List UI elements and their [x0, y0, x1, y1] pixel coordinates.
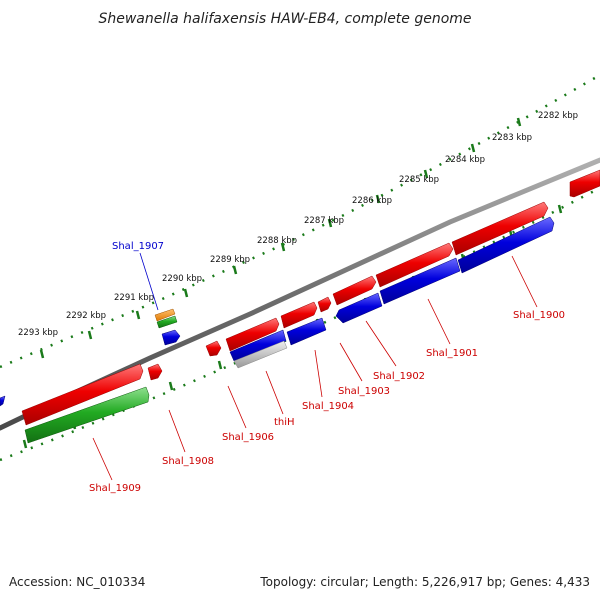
ruler-label-2288: 2288 kbp: [257, 236, 297, 246]
gene-shal-1906b-fwd[interactable]: [205, 340, 222, 357]
gene-small-rev[interactable]: [0, 395, 6, 407]
gene-shal-1900-rev[interactable]: [457, 216, 555, 274]
ruler-label-2292: 2292 kbp: [66, 311, 106, 321]
gene-thih-fwd[interactable]: [280, 301, 318, 329]
accession-text: Accession: NC_010334: [9, 575, 145, 589]
label-shal-1908[interactable]: Shal_1908: [162, 456, 214, 467]
gene-shal-1906-fwd[interactable]: [225, 317, 280, 352]
gene-shal-1903-fwd[interactable]: [332, 275, 377, 306]
leader-shal-1900: [511, 255, 538, 308]
gene-shal-1903-rev[interactable]: [335, 292, 383, 324]
leader-lines: [92, 252, 538, 481]
label-shal-1903[interactable]: Shal_1903: [338, 386, 390, 397]
gene-labels: Shal_1900 Shal_1901 Shal_1902 Shal_1903 …: [89, 241, 565, 494]
topology-text: Topology: circular; Length: 5,226,917 bp…: [259, 575, 590, 589]
leader-shal-1903: [339, 342, 363, 382]
ruler-labels: 2282 kbp 2283 kbp 2284 kbp 2285 kbp 2286…: [18, 111, 578, 338]
leader-thih: [265, 370, 284, 415]
leader-shal-1908: [168, 409, 186, 453]
forward-genes: [21, 169, 600, 426]
label-shal-1902[interactable]: Shal_1902: [373, 371, 425, 382]
other-features: [24, 308, 288, 444]
feature-green-long[interactable]: [24, 386, 150, 444]
feature-green-small[interactable]: [156, 315, 178, 329]
ruler-label-2286: 2286 kbp: [352, 196, 392, 206]
outer-ruler-track: [0, 73, 600, 369]
ruler-label-2287: 2287 kbp: [304, 216, 344, 226]
gene-shal-1908-fwd[interactable]: [147, 363, 163, 381]
ruler-label-2293: 2293 kbp: [18, 328, 58, 338]
gene-shal-1904-fwd[interactable]: [317, 296, 332, 313]
label-shal-1909[interactable]: Shal_1909: [89, 483, 141, 494]
ruler-label-2289: 2289 kbp: [210, 255, 250, 265]
feature-gray[interactable]: [233, 340, 288, 369]
gene-shal-1901-fwd[interactable]: [451, 201, 549, 256]
label-shal-1904[interactable]: Shal_1904: [302, 401, 354, 412]
label-shal-1907[interactable]: Shal_1907: [112, 241, 164, 252]
reverse-genes: [0, 216, 555, 407]
ruler-label-2283: 2283 kbp: [492, 133, 532, 143]
gene-thih-rev[interactable]: [229, 329, 287, 362]
ruler-label-2282: 2282 kbp: [538, 111, 578, 121]
label-shal-1900[interactable]: Shal_1900: [513, 310, 565, 321]
leader-shal-1904: [314, 349, 323, 398]
leader-shal-1907: [139, 252, 159, 311]
ruler-label-2290: 2290 kbp: [162, 274, 202, 284]
gene-shal-1907-rev[interactable]: [161, 329, 181, 346]
leader-shal-1909: [92, 437, 113, 481]
ruler-label-2291: 2291 kbp: [114, 293, 154, 303]
gene-shal-1900-fwd[interactable]: [569, 169, 600, 198]
gene-shal-1902-fwd[interactable]: [375, 242, 454, 288]
ruler-label-2284: 2284 kbp: [445, 155, 485, 165]
label-shal-1906[interactable]: Shal_1906: [222, 432, 274, 443]
feature-orange[interactable]: [154, 308, 176, 322]
gene-shal-1909-fwd[interactable]: [21, 363, 144, 426]
gene-shal-1901-rev[interactable]: [379, 257, 461, 305]
leader-shal-1906: [227, 385, 247, 429]
leader-shal-1902: [365, 320, 397, 367]
leader-shal-1901: [427, 298, 451, 345]
label-shal-1901[interactable]: Shal_1901: [426, 348, 478, 359]
label-thih[interactable]: thiH: [274, 417, 295, 428]
ruler-label-2285: 2285 kbp: [399, 175, 439, 185]
map-title: Shewanella halifaxensis HAW-EB4, complet…: [98, 11, 471, 27]
outer-ruler-ticks: [39, 117, 522, 359]
gene-shal-1904-rev[interactable]: [286, 317, 327, 346]
